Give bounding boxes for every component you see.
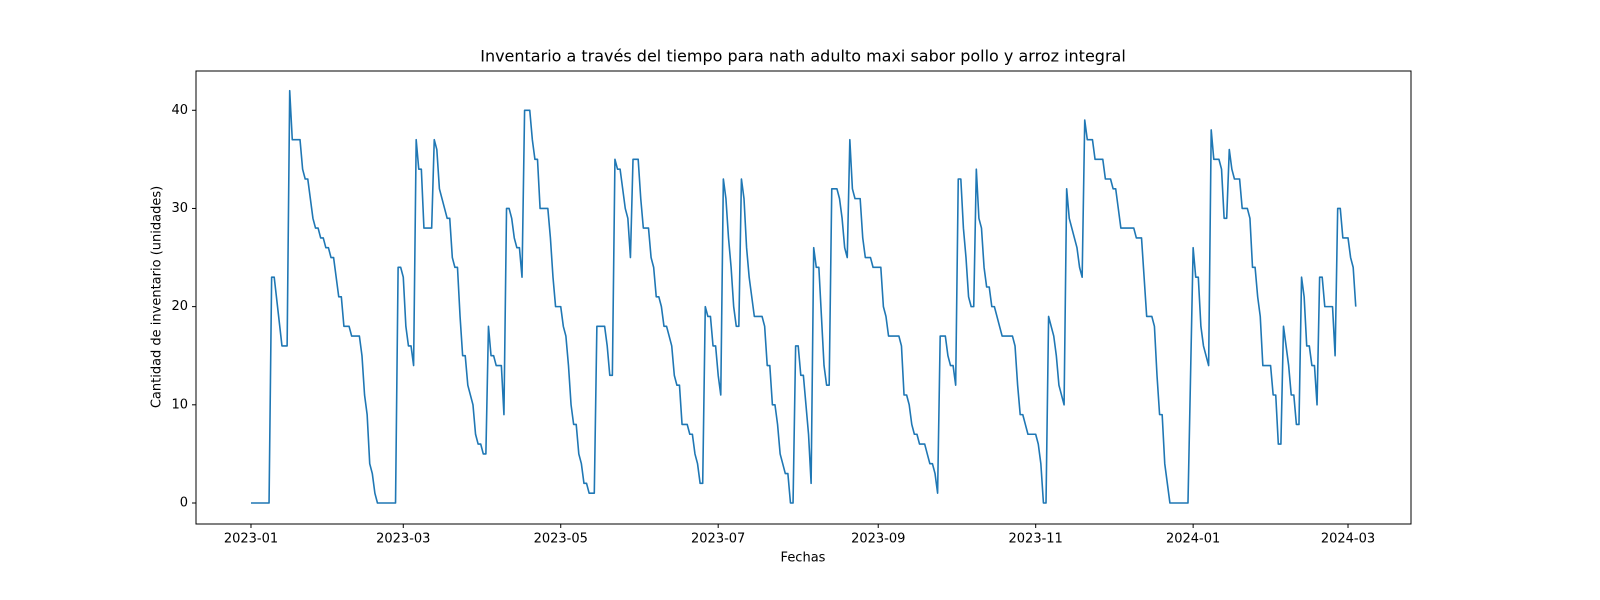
- x-tick-label: 2024-01: [1166, 532, 1220, 547]
- x-tick-label: 2023-11: [1009, 532, 1063, 547]
- y-tick-label: 20: [171, 299, 188, 314]
- x-tick-label: 2023-09: [851, 532, 905, 547]
- chart-title: Inventario a través del tiempo para nath…: [480, 47, 1126, 66]
- x-tick-label: 2024-03: [1321, 532, 1375, 547]
- series-line: [250, 89, 1357, 504]
- x-tick-label: 2023-01: [224, 532, 278, 547]
- y-tick-label: 30: [171, 201, 188, 216]
- x-tick-label: 2023-07: [691, 532, 745, 547]
- x-tick-label: 2023-05: [534, 532, 588, 547]
- y-tick-label: 0: [180, 495, 188, 510]
- y-axis-label: Cantidad de inventario (unidades): [150, 186, 165, 408]
- plot-frame: [195, 70, 1412, 525]
- x-axis-label: Fechas: [781, 551, 826, 566]
- y-tick-label: 10: [171, 397, 188, 412]
- y-tick-label: 40: [171, 103, 188, 118]
- x-tick-label: 2023-03: [376, 532, 430, 547]
